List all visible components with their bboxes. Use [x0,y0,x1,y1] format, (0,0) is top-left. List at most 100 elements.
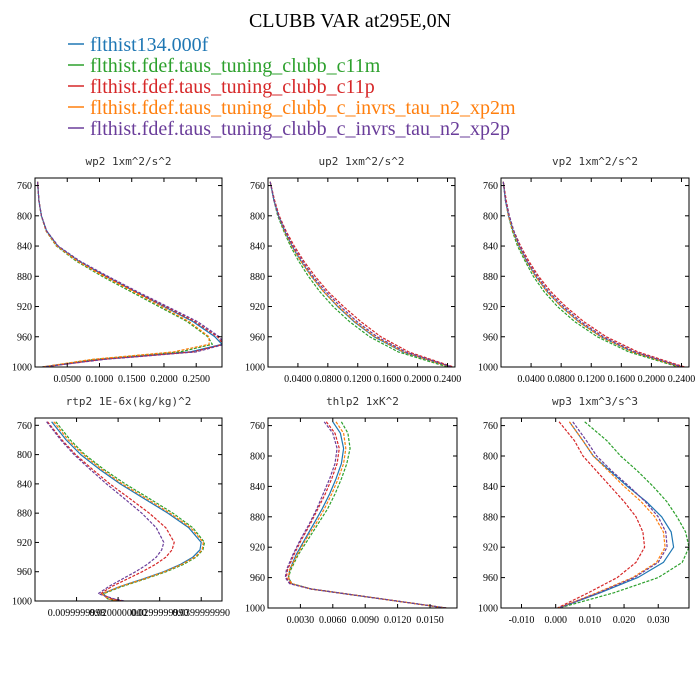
y-tick-label: 800 [483,452,498,463]
y-tick-label: 920 [17,302,32,313]
x-tick-label: 0.0800 [547,374,575,385]
legend-entry-4: flthist.fdef.taus_tuning_clubb_c_invrs_t… [68,118,510,140]
series-line-3 [53,421,204,601]
y-tick-label: 800 [250,211,265,222]
x-tick-label: 0.0099999998 [48,608,106,619]
y-tick-label: 880 [483,272,498,283]
x-tick-label: 0.0299999990 [131,608,189,619]
legend-entry-3: flthist.fdef.taus_tuning_clubb_c_invrs_t… [68,97,516,119]
plot-frame [267,177,456,368]
x-tick-label: 0.0200000000 [89,608,147,619]
y-tick-label: 800 [483,211,498,222]
panel-2: vp2 1xm^2/s^2 760 800 840 880 920 960 1000 0.040… [478,155,695,385]
y-tick-label: 760 [250,421,265,432]
y-tick-label: 840 [17,479,32,490]
x-tick-label: 0.0399999990 [172,608,230,619]
legend-label-2: flthist.fdef.taus_tuning_clubb_c11p [90,76,375,98]
x-tick-label: 0.0060 [319,615,347,626]
x-tick-label: -0.010 [509,615,535,626]
x-tick-label: 0.0150 [416,615,444,626]
series-line-2 [557,421,646,608]
y-tick-label: 920 [483,543,498,554]
panel-4: thlp2 1xK^2 760 800 840 880 920 960 1000 0.0030 0… [245,395,458,626]
x-tick-label: 0.1200 [344,374,372,385]
plot-frame [34,177,223,368]
legend-entry-2: flthist.fdef.taus_tuning_clubb_c11p [68,76,375,98]
x-tick-label: 0.1200 [577,374,605,385]
y-tick-label: 800 [17,450,32,461]
plot-frame [500,177,690,368]
x-tick-label: 0.2500 [182,374,210,385]
y-tick-label: 960 [250,332,265,343]
plot-frame [34,417,223,602]
x-tick-label: 0.0090 [351,615,379,626]
x-tick-label: 0.0500 [53,374,81,385]
series-line-4 [558,421,668,608]
series-line-2 [269,181,454,367]
series-line-3 [558,421,666,608]
y-tick-label: 1000 [245,363,265,374]
x-tick-label: 0.2400 [434,374,462,385]
panel-0: wp2 1xm^2/s^2 760 800 840 880 920 960 1000 0.050… [12,155,223,385]
x-tick-label: 0.010 [579,615,602,626]
y-tick-label: 840 [250,482,265,493]
series-line-4 [46,421,165,601]
plot-frame [500,417,690,609]
legend: flthist134.000f flthist.fdef.taus_tuning… [68,34,516,140]
series-line-2 [37,181,222,367]
series-line-4 [37,181,222,367]
y-tick-label: 920 [250,543,265,554]
x-tick-label: 0.0030 [287,615,315,626]
y-tick-label: 1000 [12,597,32,608]
series-group [46,421,206,601]
y-tick-label: 880 [483,512,498,523]
x-tick-label: 0.1600 [608,374,636,385]
y-tick-label: 960 [483,573,498,584]
legend-entry-1: flthist.fdef.taus_tuning_clubb_c11m [68,55,381,77]
y-tick-label: 920 [250,302,265,313]
series-line-4 [502,181,683,367]
y-tick-label: 920 [483,302,498,313]
y-tick-label: 1000 [12,363,32,374]
y-tick-label: 760 [483,421,498,432]
y-tick-label: 880 [250,512,265,523]
series-group [557,421,689,608]
y-tick-label: 960 [17,332,32,343]
panel-title: wp3 1xm^3/s^3 [552,395,638,408]
plot-frame [267,417,458,609]
series-line-1 [558,421,689,608]
legend-label-3: flthist.fdef.taus_tuning_clubb_c_invrs_t… [90,97,516,119]
y-tick-label: 800 [17,211,32,222]
y-tick-label: 760 [17,421,32,432]
series-line-4 [269,181,453,367]
legend-label-0: flthist134.000f [90,34,209,56]
y-tick-label: 760 [483,181,498,192]
series-line-3 [269,181,451,367]
panel-title: thlp2 1xK^2 [326,395,399,408]
series-line-4 [284,421,447,608]
panel-title: wp2 1xm^2/s^2 [85,155,171,168]
y-tick-label: 960 [17,567,32,578]
x-tick-label: 0.2000 [150,374,178,385]
series-line-1 [55,421,206,601]
x-tick-label: 0.020 [613,615,636,626]
legend-label-4: flthist.fdef.taus_tuning_clubb_c_invrs_t… [90,118,510,140]
figure-title: CLUBB VAR at295E,0N [249,10,451,32]
y-tick-label: 880 [17,272,32,283]
legend-entry-0: flthist134.000f [68,34,209,56]
series-line-3 [502,181,681,367]
series-line-1 [37,181,213,367]
x-tick-label: 0.1500 [118,374,146,385]
x-tick-label: 0.1000 [86,374,114,385]
legend-label-1: flthist.fdef.taus_tuning_clubb_c11m [90,55,381,77]
y-tick-label: 800 [250,452,265,463]
y-tick-label: 920 [17,538,32,549]
panel-1: up2 1xm^2/s^2 760 800 840 880 920 960 1000 0.040… [245,155,461,385]
series-group [37,181,222,367]
x-tick-label: 0.2000 [638,374,666,385]
y-tick-label: 960 [250,573,265,584]
panel-title: up2 1xm^2/s^2 [318,155,404,168]
y-tick-label: 760 [250,181,265,192]
